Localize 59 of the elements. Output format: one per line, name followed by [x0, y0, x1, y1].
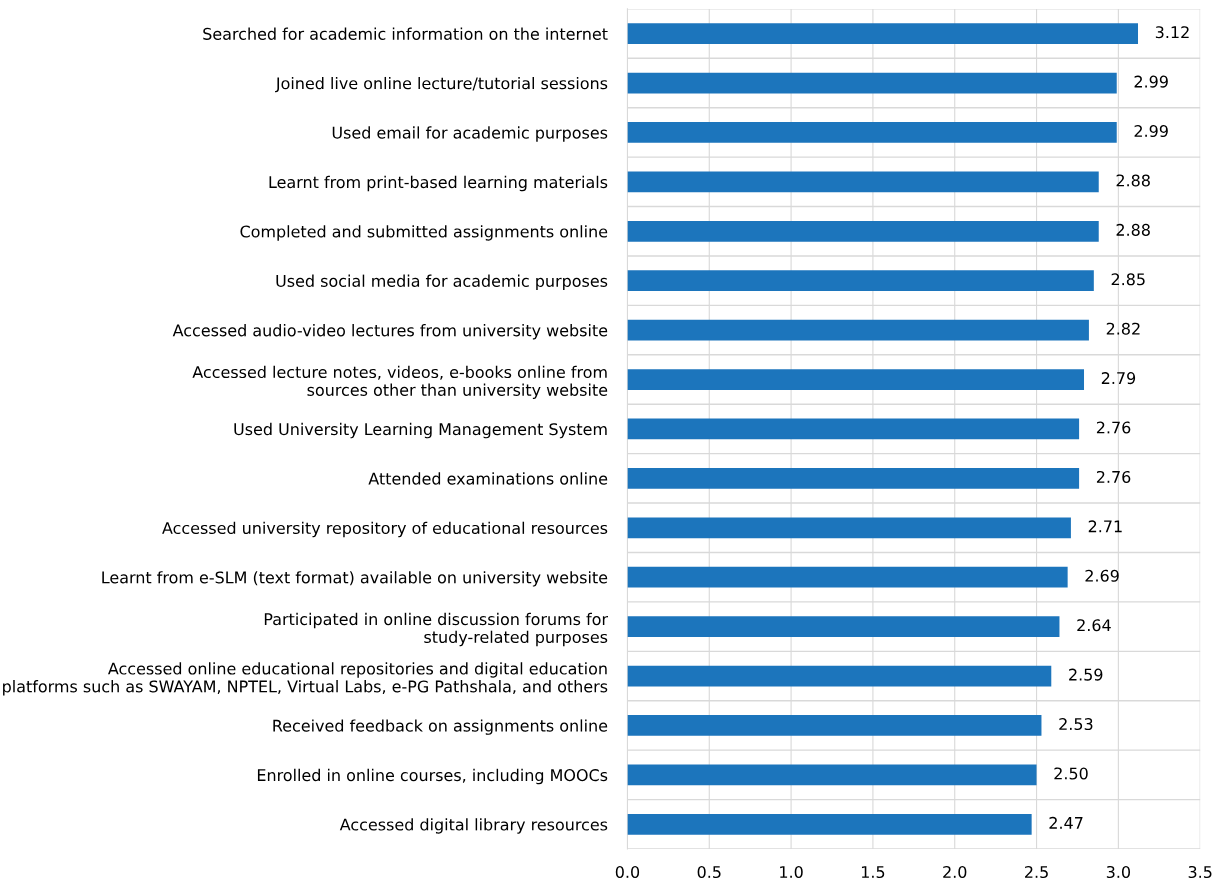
- x-tick-label: 1.5: [861, 866, 885, 879]
- y-tick-label: Learnt from print-based learning materials: [269, 175, 608, 192]
- data-label: 2.99: [1134, 75, 1168, 88]
- data-label: 2.64: [1077, 619, 1111, 632]
- data-label: 2.76: [1096, 421, 1131, 434]
- data-label: 2.76: [1096, 470, 1131, 483]
- data-label: 2.88: [1116, 174, 1150, 187]
- y-tick-label: Accessed lecture notes, videos, e-books online from sources other than university website: [192, 365, 608, 400]
- data-label: 2.99: [1134, 124, 1168, 138]
- bar: [627, 319, 1089, 341]
- x-tick-label: 3.0: [1106, 865, 1131, 879]
- bar: [627, 616, 1060, 637]
- data-label: 2.69: [1085, 569, 1119, 582]
- data-label: 2.50: [1054, 767, 1088, 780]
- bar: [627, 418, 1080, 440]
- y-tick-label: Received feedback on assignments online: [273, 719, 608, 735]
- data-label: 2.85: [1111, 273, 1145, 286]
- y-tick-label: Learnt from e-SLM (text format) available on university website: [102, 571, 608, 587]
- bar: [627, 171, 1099, 193]
- bar: [627, 764, 1037, 786]
- bar: [627, 813, 1032, 835]
- y-tick-label: Accessed university repository of educational resources: [162, 521, 608, 538]
- y-tick-label: Searched for academic information on the internet: [203, 27, 608, 40]
- bar: [627, 220, 1099, 242]
- data-label: 2.59: [1069, 668, 1103, 681]
- bar: [627, 23, 1139, 44]
- x-tick-label: 0.5: [697, 865, 721, 879]
- y-tick-label: Accessed audio-video lectures from university website: [172, 324, 608, 340]
- x-tick-label: 0.0: [615, 865, 640, 879]
- x-tick-label: 3.5: [1188, 865, 1212, 879]
- bar: [627, 715, 1042, 736]
- y-tick-label: Completed and submitted assignments online: [240, 225, 608, 241]
- bar: [627, 517, 1071, 539]
- data-label: 2.88: [1116, 223, 1150, 236]
- y-tick-label: Joined live online lecture/tutorial sessions: [275, 76, 608, 93]
- y-tick-label: Attended examinations online: [368, 472, 608, 485]
- data-label: 2.82: [1106, 322, 1140, 335]
- y-tick-label: Used University Learning Management System: [234, 422, 607, 439]
- data-label: 2.71: [1088, 520, 1122, 533]
- y-tick-label: Accessed online educational repositories and digital education platforms such as SWAYAM, NPTEL, Virtual Labs, e-PG Pathshala, and others: [3, 662, 608, 696]
- bar: [627, 270, 1094, 292]
- bar: [627, 369, 1085, 390]
- y-tick-label: Used social media for academic purposes: [276, 274, 608, 291]
- y-tick-label: Participated in online discussion forums for study-related purposes: [264, 612, 609, 647]
- data-label: 3.12: [1155, 26, 1189, 39]
- data-label: 2.53: [1059, 718, 1093, 731]
- x-tick-label: 1.0: [780, 865, 803, 879]
- bar: [627, 72, 1117, 94]
- y-tick-label: Enrolled in online courses, including MOOCs: [257, 768, 608, 785]
- bar: [627, 566, 1068, 588]
- bar: [627, 665, 1052, 687]
- bar: [627, 122, 1117, 143]
- y-tick-label: Used email for academic purposes: [332, 126, 608, 142]
- y-tick-label: Accessed digital library resources: [339, 818, 608, 834]
- bar: [627, 467, 1080, 489]
- x-tick-label: 2.5: [1025, 865, 1048, 879]
- x-tick-label: 2.0: [943, 865, 967, 879]
- data-label: 2.79: [1101, 372, 1136, 385]
- data-label: 2.47: [1049, 816, 1083, 829]
